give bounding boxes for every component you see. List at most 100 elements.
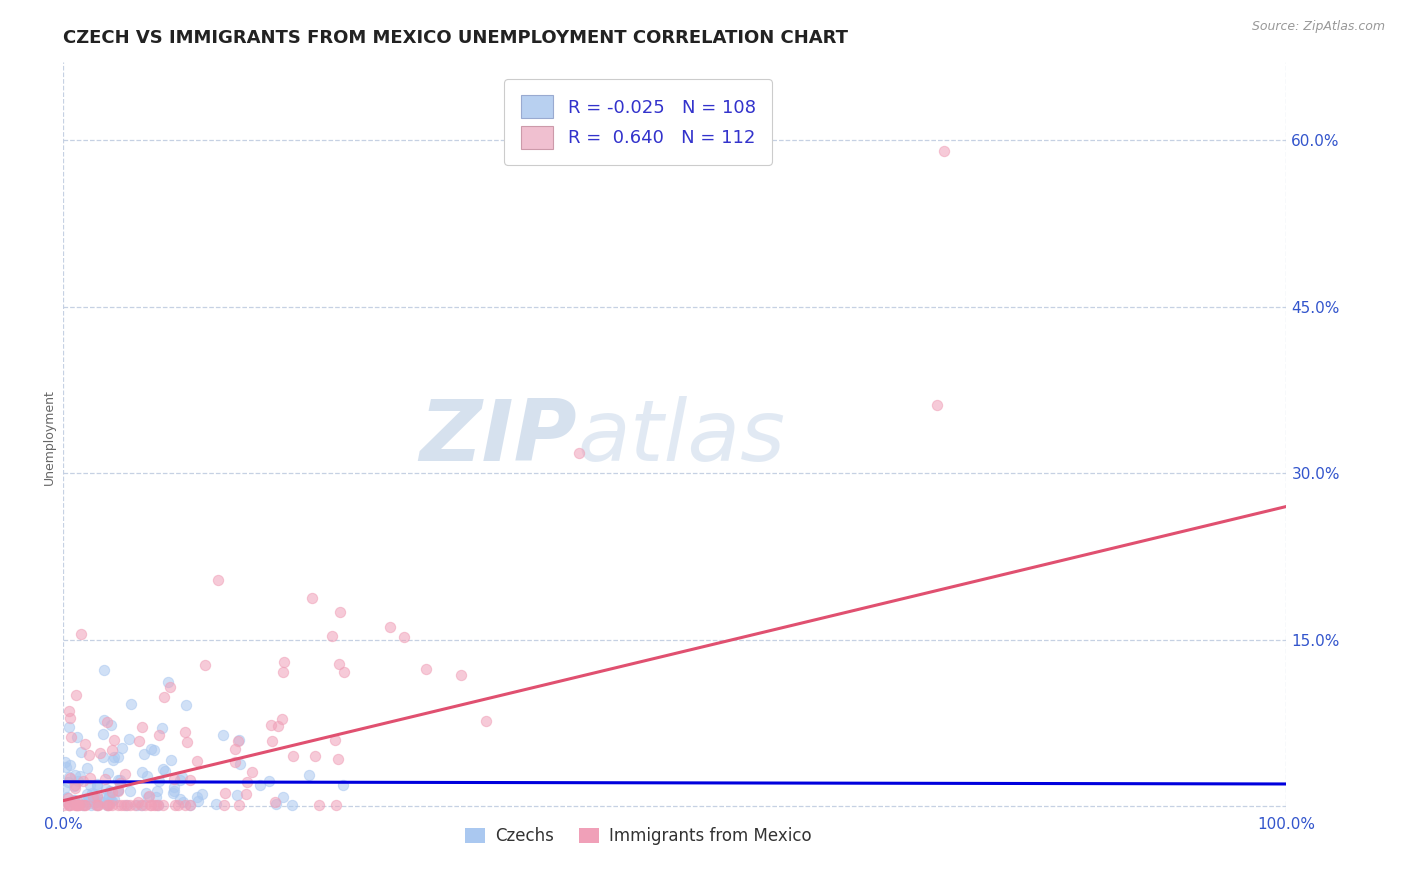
Czechs bbox=[107, 750, 129, 764]
Immigrants from Mexico bbox=[110, 798, 132, 813]
Immigrants from Mexico bbox=[224, 742, 246, 756]
Czechs bbox=[98, 794, 121, 808]
Immigrants from Mexico bbox=[214, 785, 236, 799]
Immigrants from Mexico bbox=[124, 798, 146, 813]
Immigrants from Mexico bbox=[97, 798, 120, 813]
Immigrants from Mexico bbox=[66, 794, 89, 808]
Immigrants from Mexico bbox=[163, 772, 186, 786]
Czechs bbox=[79, 778, 101, 792]
Czechs bbox=[170, 770, 193, 784]
Czechs bbox=[249, 778, 271, 792]
Czechs bbox=[80, 786, 103, 800]
Immigrants from Mexico bbox=[131, 720, 153, 734]
Immigrants from Mexico bbox=[58, 798, 80, 813]
Immigrants from Mexico bbox=[153, 690, 176, 705]
Immigrants from Mexico bbox=[328, 657, 350, 671]
Immigrants from Mexico bbox=[207, 573, 229, 587]
Czechs bbox=[62, 793, 84, 807]
Immigrants from Mexico bbox=[112, 798, 135, 813]
Immigrants from Mexico bbox=[56, 791, 79, 805]
Immigrants from Mexico bbox=[228, 798, 250, 813]
Czechs bbox=[76, 761, 98, 775]
Czechs bbox=[187, 794, 209, 808]
Immigrants from Mexico bbox=[308, 798, 330, 813]
Immigrants from Mexico bbox=[66, 798, 89, 813]
Immigrants from Mexico bbox=[66, 798, 89, 813]
Czechs bbox=[91, 795, 114, 809]
Czechs bbox=[332, 778, 354, 792]
Czechs bbox=[174, 698, 197, 713]
Czechs bbox=[108, 773, 131, 788]
Czechs bbox=[111, 741, 134, 756]
Immigrants from Mexico bbox=[228, 734, 250, 748]
Immigrants from Mexico bbox=[65, 688, 87, 702]
Czechs bbox=[58, 720, 80, 734]
Immigrants from Mexico bbox=[240, 765, 263, 780]
Immigrants from Mexico bbox=[475, 714, 498, 729]
Immigrants from Mexico bbox=[139, 798, 162, 813]
Czechs bbox=[145, 789, 167, 804]
Immigrants from Mexico bbox=[141, 798, 163, 813]
Immigrants from Mexico bbox=[329, 605, 352, 619]
Immigrants from Mexico bbox=[65, 798, 87, 813]
Immigrants from Mexico bbox=[193, 658, 215, 673]
Immigrants from Mexico bbox=[75, 798, 97, 813]
Immigrants from Mexico bbox=[224, 755, 246, 769]
Czechs bbox=[186, 789, 208, 804]
Czechs bbox=[135, 769, 157, 783]
Immigrants from Mexico bbox=[97, 798, 120, 813]
Czechs bbox=[159, 753, 181, 767]
Czechs bbox=[157, 674, 180, 689]
Czechs bbox=[101, 753, 124, 767]
Immigrants from Mexico bbox=[134, 798, 156, 813]
Czechs bbox=[76, 787, 98, 801]
Czechs bbox=[139, 742, 162, 756]
Immigrants from Mexico bbox=[59, 730, 82, 744]
Czechs bbox=[58, 775, 80, 789]
Czechs bbox=[62, 779, 84, 793]
Czechs bbox=[103, 792, 125, 806]
Czechs bbox=[163, 780, 186, 794]
Immigrants from Mexico bbox=[450, 667, 472, 681]
Czechs bbox=[131, 764, 153, 779]
Czechs bbox=[131, 798, 153, 813]
Text: CZECH VS IMMIGRANTS FROM MEXICO UNEMPLOYMENT CORRELATION CHART: CZECH VS IMMIGRANTS FROM MEXICO UNEMPLOY… bbox=[63, 29, 848, 47]
Czechs bbox=[101, 794, 124, 808]
Immigrants from Mexico bbox=[271, 712, 294, 726]
Czechs bbox=[127, 798, 149, 813]
Immigrants from Mexico bbox=[179, 798, 201, 813]
Czechs bbox=[103, 750, 125, 764]
Czechs bbox=[58, 798, 80, 813]
Czechs bbox=[63, 793, 86, 807]
Immigrants from Mexico bbox=[87, 798, 110, 813]
Immigrants from Mexico bbox=[108, 776, 131, 790]
Immigrants from Mexico bbox=[63, 780, 86, 795]
Immigrants from Mexico bbox=[392, 630, 415, 644]
Immigrants from Mexico bbox=[176, 735, 198, 749]
Immigrants from Mexico bbox=[72, 774, 94, 789]
Czechs bbox=[152, 721, 174, 735]
Immigrants from Mexico bbox=[236, 775, 259, 789]
Immigrants from Mexico bbox=[94, 772, 117, 786]
Immigrants from Mexico bbox=[72, 798, 94, 813]
Immigrants from Mexico bbox=[115, 798, 138, 813]
Immigrants from Mexico bbox=[148, 728, 170, 742]
Czechs bbox=[69, 769, 91, 783]
Legend: Czechs, Immigrants from Mexico: Czechs, Immigrants from Mexico bbox=[458, 821, 818, 852]
Immigrants from Mexico bbox=[264, 795, 287, 809]
Immigrants from Mexico bbox=[86, 798, 108, 813]
Czechs bbox=[134, 747, 156, 762]
Immigrants from Mexico bbox=[932, 145, 955, 159]
Czechs bbox=[172, 795, 194, 809]
Immigrants from Mexico bbox=[86, 798, 108, 813]
Immigrants from Mexico bbox=[273, 656, 295, 670]
Immigrants from Mexico bbox=[59, 711, 82, 725]
Czechs bbox=[163, 784, 186, 798]
Czechs bbox=[63, 768, 86, 782]
Czechs bbox=[107, 773, 129, 788]
Czechs bbox=[153, 764, 176, 778]
Immigrants from Mexico bbox=[101, 743, 124, 757]
Czechs bbox=[114, 798, 136, 813]
Czechs bbox=[53, 755, 76, 769]
Immigrants from Mexico bbox=[53, 798, 76, 813]
